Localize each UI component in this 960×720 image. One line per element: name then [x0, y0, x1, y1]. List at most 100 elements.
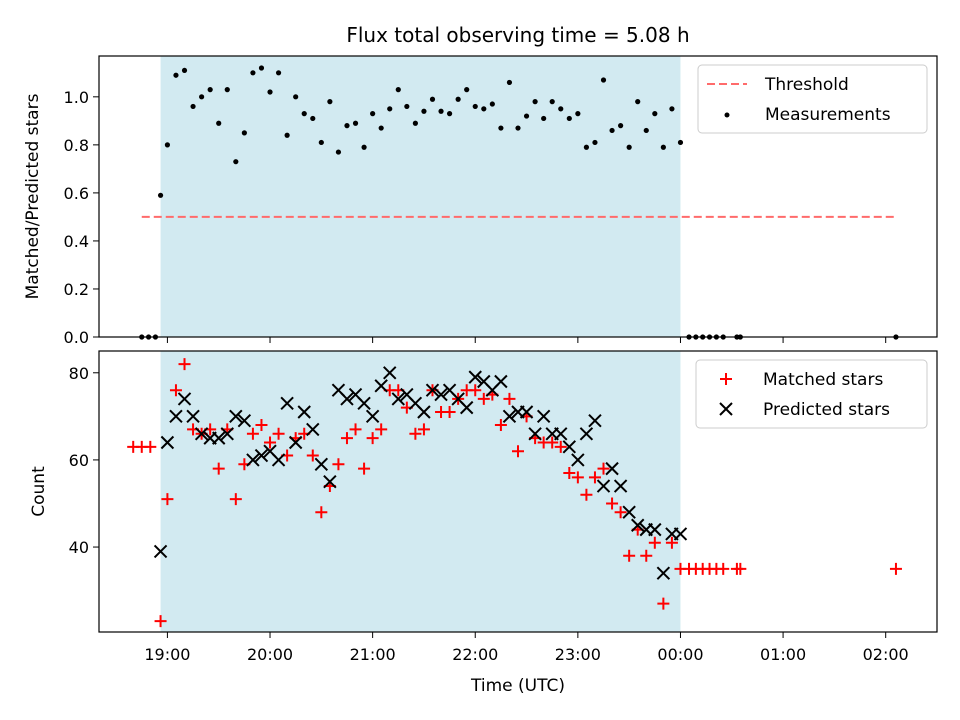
measurement-point: [378, 125, 384, 131]
matched-star-point: [734, 562, 747, 575]
matched-star-point: [614, 506, 627, 519]
predicted-star-point: [425, 383, 440, 397]
measurement-point: [455, 96, 461, 102]
top-y-tick-label: 0.6: [64, 184, 89, 203]
predicted-star-point: [254, 448, 269, 463]
matched-star-point: [640, 549, 653, 562]
matched-star-point: [178, 358, 191, 371]
measurement-point: [233, 159, 239, 165]
measurement-point: [532, 99, 538, 105]
predicted-star-point: [656, 566, 671, 580]
predicted-star-point: [229, 409, 243, 424]
predicted-star-point: [169, 409, 183, 424]
matched-star-point: [597, 462, 610, 475]
matched-star-point: [606, 497, 619, 510]
predicted-star-point: [357, 396, 371, 410]
bottom-panel: 40 60 80 19:00 20:00 21:00 22:00 23:00 00:00 01:0…: [29, 350, 938, 696]
matched-star-point: [443, 405, 456, 418]
top-y-tick-label: 0.2: [64, 280, 89, 299]
predicted-star-point: [237, 413, 252, 428]
measurement-point: [224, 87, 230, 93]
bottom-x-tick-label: 23:00: [555, 645, 601, 664]
predicted-star-point: [153, 544, 168, 559]
matched-star-point: [366, 432, 379, 445]
matched-star-point: [340, 432, 353, 445]
matched-star-point: [229, 493, 242, 506]
predicted-star-point: [562, 440, 577, 454]
matched-star-point: [349, 423, 362, 436]
measurement-point: [335, 149, 342, 155]
bottom-x-tick-label: 02:00: [863, 645, 909, 664]
predicted-star-point: [622, 505, 636, 519]
measurement-point: [370, 111, 376, 117]
predicted-star-point: [391, 392, 405, 406]
matched-star-point: [358, 462, 371, 475]
predicted-star-point: [519, 405, 534, 419]
matched-star-point: [554, 440, 567, 453]
predicted-star-point: [297, 405, 311, 419]
matched-star-point: [512, 445, 524, 458]
matched-star-point: [255, 419, 268, 432]
bottom-x-tick-label: 20:00: [247, 645, 293, 664]
predicted-star-point: [605, 461, 619, 476]
measurement-point: [395, 87, 401, 93]
bottom-x-tick-label: 19:00: [144, 645, 190, 664]
measurement-point: [301, 111, 307, 117]
matched-star-point: [657, 597, 670, 610]
top-panel: 0.0 0.2 0.4 0.6 0.8 1.0 Matched/Predicted star…: [23, 55, 938, 347]
measurement-point: [464, 87, 470, 93]
threshold-legend-label: Threshold: [764, 75, 849, 95]
predicted-star-point: [220, 427, 234, 441]
predicted-star-point: [579, 427, 594, 441]
predicted-star-point: [502, 409, 517, 424]
measurement-point: [361, 144, 367, 150]
predicted-star-point: [306, 422, 320, 437]
top-y-tick-label: 0.0: [64, 328, 89, 347]
top-legend: Threshold Measurements: [697, 64, 928, 134]
predicted-star-point: [536, 409, 551, 424]
matched-legend-label: Matched stars: [763, 370, 883, 390]
matched-star-point: [409, 427, 422, 440]
predicted-star-point: [271, 453, 286, 467]
bottom-x-tick-label: 21:00: [350, 645, 396, 664]
bottom-x-tick-label: 00:00: [657, 645, 703, 664]
measurement-point: [412, 120, 418, 126]
predicted-star-point: [280, 396, 294, 410]
bottom-legend: Matched stars Predicted stars: [695, 359, 928, 429]
measurement-point: [558, 106, 564, 112]
matched-star-point: [503, 392, 516, 405]
measurement-point: [199, 94, 205, 100]
top-axes-frame: [98, 55, 938, 338]
matched-star-point: [648, 536, 661, 549]
predicted-legend-label: Predicted stars: [763, 400, 890, 420]
predicted-star-point: [528, 427, 542, 441]
predicted-star-point: [323, 474, 337, 489]
matched-star-point: [494, 419, 507, 432]
measurement-point: [609, 127, 615, 134]
measurement-point: [207, 87, 213, 93]
matched-star-point: [546, 436, 559, 449]
measurement-point: [626, 144, 632, 150]
measurement-point: [489, 101, 495, 107]
measurement-point: [164, 142, 171, 148]
bottom-legend-frame: [695, 359, 928, 429]
matched-star-point: [417, 423, 430, 436]
predicted-star-point: [494, 374, 508, 389]
bottom-x-tick-label: 01:00: [760, 645, 806, 664]
measurement-point: [258, 65, 265, 71]
predicted-star-point: [459, 400, 474, 415]
predicted-star-point: [246, 453, 260, 467]
measurement-point: [669, 106, 675, 112]
measurement-point: [310, 115, 316, 122]
measurement-point: [481, 106, 487, 112]
measurement-point: [506, 79, 513, 86]
bottom-y-tick-label: 60: [69, 451, 89, 470]
bottom-y-axis-label: Count: [29, 466, 49, 517]
figure-title: Flux total observing time = 5.08 h: [346, 23, 689, 47]
matched-star-point: [332, 458, 345, 471]
measurement-point: [438, 108, 444, 114]
measurement-point: [293, 94, 299, 100]
bottom-axes-frame: [98, 350, 938, 633]
measurement-point: [190, 103, 196, 110]
